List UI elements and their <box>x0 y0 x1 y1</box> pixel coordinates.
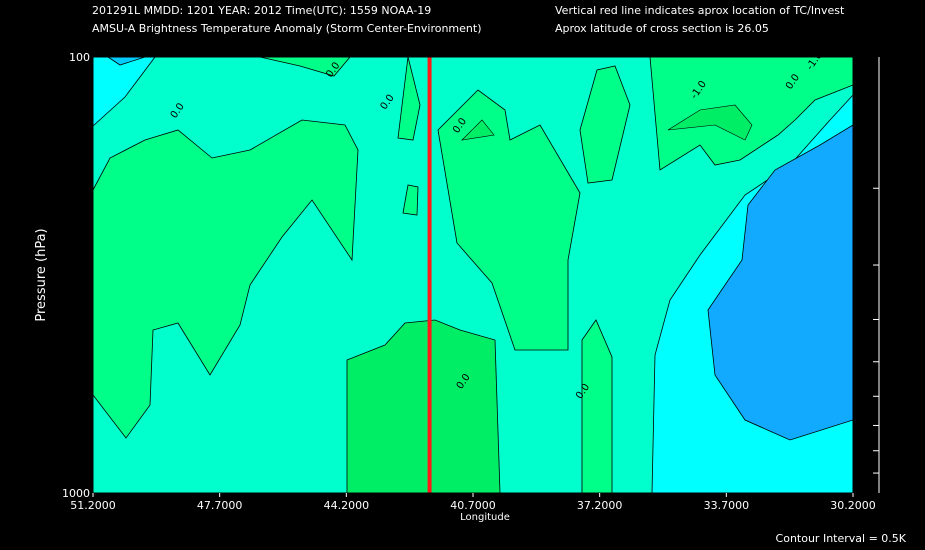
contour-region-zero-patch <box>579 65 631 184</box>
contour-region-zero-thin <box>397 56 421 141</box>
right-border-strip <box>853 57 879 493</box>
contour-region-zero-small <box>402 184 419 216</box>
x-tick-label: 37.2000 <box>577 499 623 512</box>
contour-region-zero-narrow <box>581 319 613 494</box>
contour-interval-note: Contour Interval = 0.5K <box>775 532 906 545</box>
contour-region-warm-east <box>667 104 753 141</box>
contour-region-warm-center <box>461 119 495 141</box>
x-tick-label: 51.2000 <box>70 499 116 512</box>
contour-region-zero-west <box>92 119 359 439</box>
contour-region-zero-center <box>437 89 581 351</box>
header-title-line1: 201291L MMDD: 1201 YEAR: 2012 Time(UTC):… <box>92 4 432 17</box>
contour-region-zero-lower <box>346 319 501 494</box>
y-tick-label: 100 <box>69 51 90 64</box>
contour-fills <box>92 56 854 494</box>
contour-region-minus-1-east <box>707 124 854 441</box>
header-note-line2: Aprox latitude of cross section is 26.05 <box>555 22 769 35</box>
x-tick-label: 33.7000 <box>704 499 750 512</box>
x-tick-label: 44.2000 <box>324 499 370 512</box>
header-title-line2: AMSU-A Brightness Temperature Anomaly (S… <box>92 22 482 35</box>
x-tick-label: 40.7000 <box>450 499 496 512</box>
y-tick-label: 1000 <box>62 487 90 500</box>
header-note-line1: Vertical red line indicates aprox locati… <box>555 4 845 17</box>
x-tick-label: 47.7000 <box>197 499 243 512</box>
axes: 51.2000 47.7000 44.2000 40.7000 37.2000 33.70… <box>62 51 880 512</box>
y-axis-label: Pressure (hPa) <box>34 228 49 321</box>
x-axis-label: Longitude <box>460 512 510 523</box>
x-tick-label: 30.2000 <box>830 499 876 512</box>
